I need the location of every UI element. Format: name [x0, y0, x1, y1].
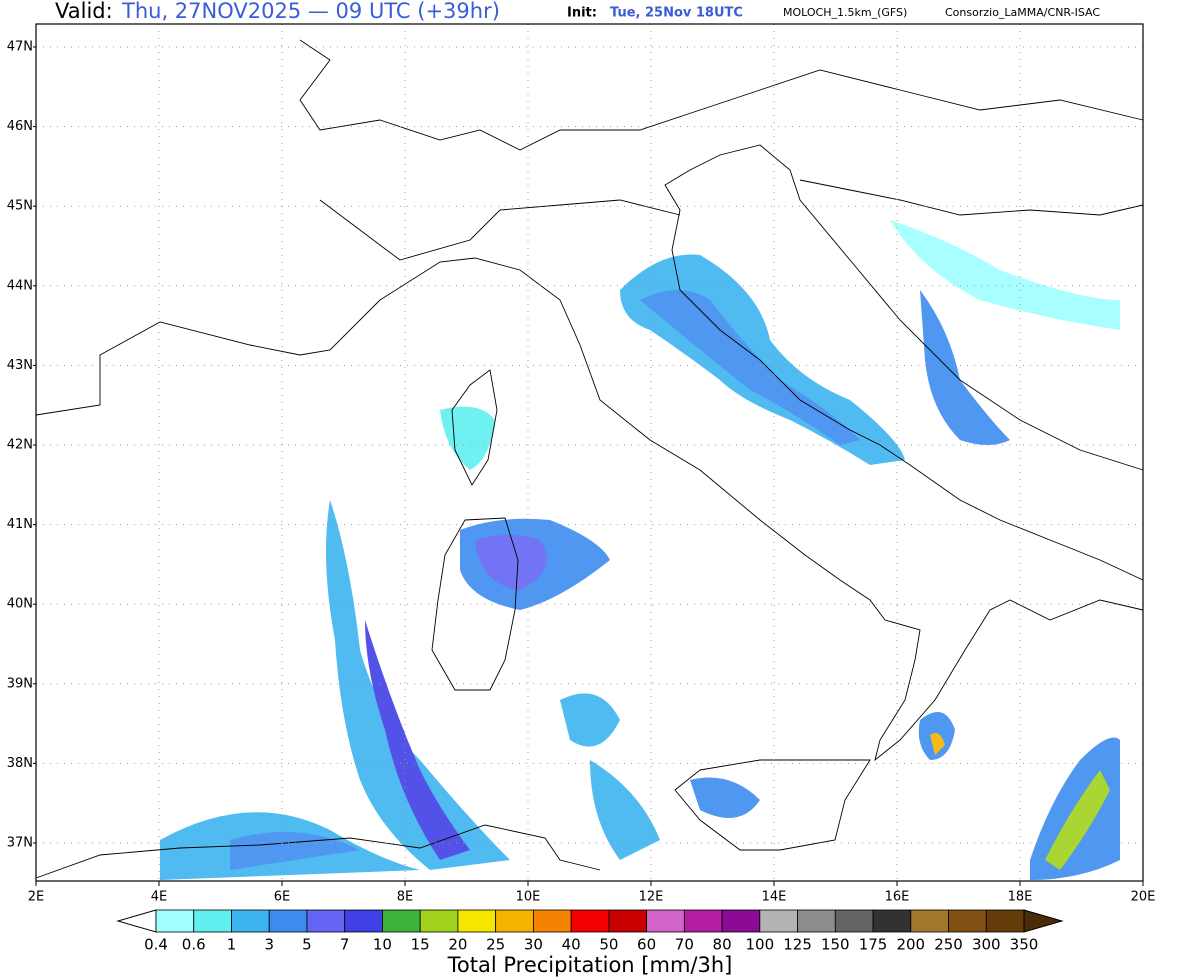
- colorbar-label: 40: [562, 936, 581, 954]
- lon-label: 12E: [639, 890, 664, 905]
- coastlines: [35, 39, 1144, 879]
- colorbar-label: 100: [746, 936, 775, 954]
- lon-label: 14E: [762, 890, 787, 905]
- colorbar-box: [683, 909, 723, 933]
- colorbar-label: 0.4: [144, 936, 168, 954]
- colorbar: 0.4 0.6 1 3 5 7 10 15 20 25 30 40 50 60 70 80 100 125 150 1…: [116, 909, 1064, 954]
- map-frame: [35, 23, 1144, 882]
- colorbar-label: 15: [411, 936, 430, 954]
- lon-label: 2E: [28, 890, 45, 905]
- source-name: Consorzio_LaMMA/CNR-ISAC: [945, 6, 1100, 19]
- colorbar-box: [721, 909, 761, 933]
- colorbar-label: 10: [373, 936, 392, 954]
- lat-label: 47N: [7, 40, 33, 55]
- colorbar-box: [608, 909, 648, 933]
- colorbar-box: [759, 909, 798, 933]
- lon-label: 4E: [151, 890, 168, 905]
- lon-label: 6E: [274, 890, 291, 905]
- colorbar-label: 1: [227, 936, 237, 954]
- lat-label: 46N: [7, 119, 33, 134]
- init-label: Init:: [567, 6, 597, 21]
- lon-label: 16E: [885, 890, 910, 905]
- colorbar-label: 250: [934, 936, 963, 954]
- colorbar-box: [834, 909, 874, 933]
- lat-label: 40N: [7, 597, 33, 612]
- colorbar-box: [495, 909, 534, 933]
- graticule: [36, 24, 1143, 881]
- colorbar-under: [116, 909, 157, 933]
- colorbar-label: 175: [859, 936, 888, 954]
- colorbar-box: [570, 909, 610, 933]
- lat-label: 42N: [7, 438, 33, 453]
- colorbar-box: [872, 909, 912, 933]
- lat-label: 45N: [7, 199, 33, 214]
- colorbar-box: [532, 909, 572, 933]
- colorbar-box: [193, 909, 232, 933]
- colorbar-box: [457, 909, 497, 933]
- valid-time: Thu, 27NOV2025 — 09 UTC (+39hr): [121, 0, 500, 23]
- colorbar-label: 350: [1010, 936, 1039, 954]
- colorbar-box: [231, 909, 270, 933]
- lon-label: 10E: [516, 890, 541, 905]
- lon-label: 20E: [1131, 890, 1156, 905]
- colorbar-label: 5: [302, 936, 312, 954]
- lat-label: 39N: [7, 676, 33, 691]
- lon-label: 18E: [1008, 890, 1033, 905]
- lat-label: 37N: [7, 836, 33, 851]
- colorbar-box: [268, 909, 308, 933]
- lat-label: 44N: [7, 278, 33, 293]
- colorbar-box: [646, 909, 685, 933]
- colorbar-over: [1023, 909, 1064, 933]
- colorbar-box: [948, 909, 987, 933]
- lat-label: 41N: [7, 517, 33, 532]
- colorbar-label: 3: [264, 936, 274, 954]
- colorbar-box: [985, 909, 1025, 933]
- colorbar-label: 7: [340, 936, 350, 954]
- colorbar-label: 25: [486, 936, 505, 954]
- colorbar-label: 150: [821, 936, 850, 954]
- lat-label: 43N: [7, 358, 33, 373]
- init-time: Tue, 25Nov 18UTC: [610, 6, 743, 21]
- colorbar-box: [155, 909, 195, 933]
- colorbar-label: 70: [675, 936, 694, 954]
- model-name: MOLOCH_1.5km_(GFS): [783, 6, 907, 19]
- lat-label: 38N: [7, 756, 33, 771]
- colorbar-label: 80: [713, 936, 732, 954]
- map-area: [35, 23, 1144, 882]
- colorbar-label: 300: [972, 936, 1001, 954]
- colorbar-label: 30: [524, 936, 543, 954]
- colorbar-box: [797, 909, 836, 933]
- colorbar-label: 125: [783, 936, 812, 954]
- colorbar-box: [306, 909, 346, 933]
- colorbar-box: [382, 909, 421, 933]
- colorbar-box: [344, 909, 383, 933]
- colorbar-label: 0.6: [182, 936, 206, 954]
- precipitation: [160, 220, 1120, 880]
- colorbar-label: 200: [896, 936, 925, 954]
- colorbar-box: [910, 909, 949, 933]
- valid-label: Valid:: [55, 0, 113, 23]
- colorbar-label: 60: [637, 936, 656, 954]
- colorbar-title: Total Precipitation [mm/3h]: [447, 953, 733, 977]
- colorbar-label: 50: [599, 936, 618, 954]
- lon-label: 8E: [397, 890, 414, 905]
- colorbar-box: [419, 909, 459, 933]
- colorbar-label: 20: [448, 936, 467, 954]
